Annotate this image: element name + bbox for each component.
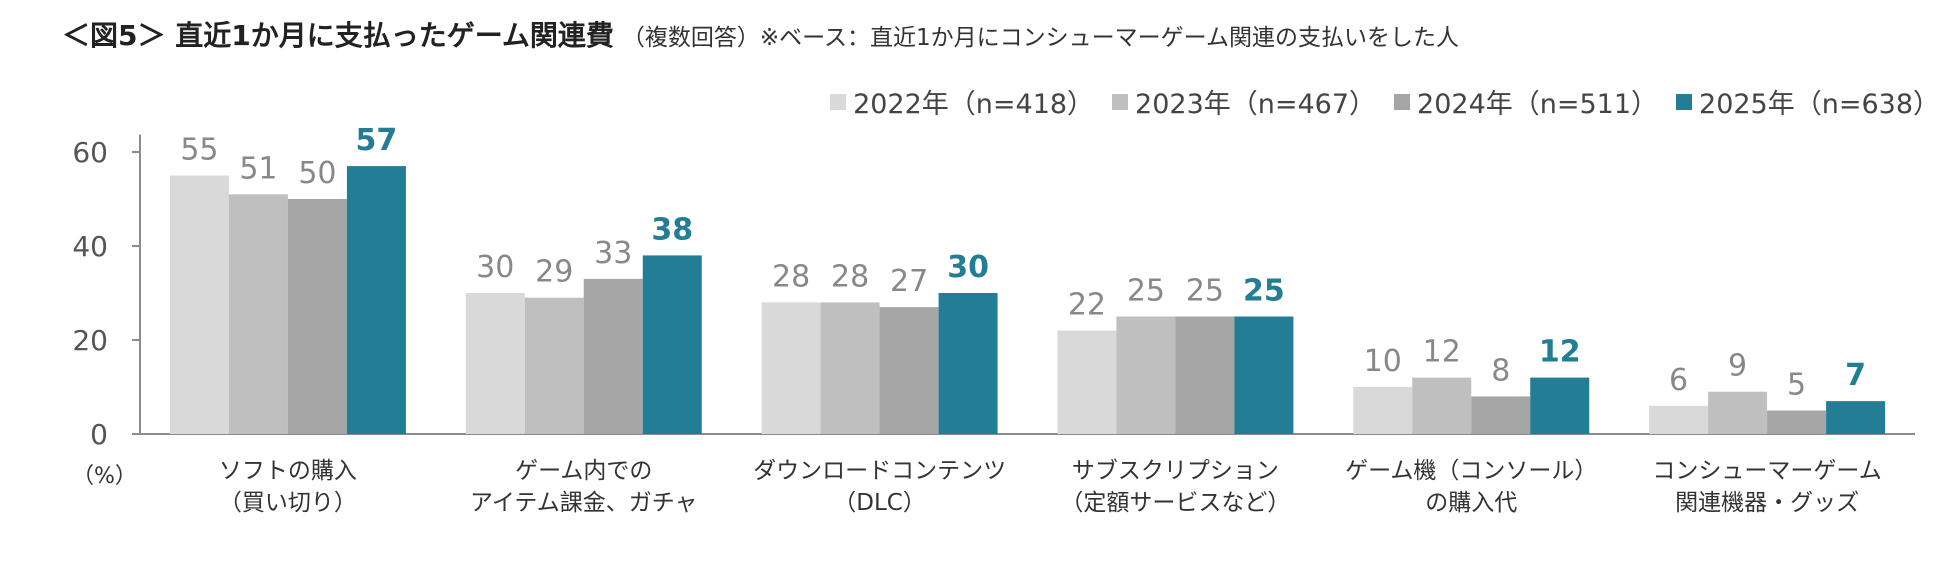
legend-swatch-2025 bbox=[1676, 93, 1693, 110]
data-label: 57 bbox=[356, 123, 398, 158]
bar bbox=[879, 307, 939, 434]
bar bbox=[169, 175, 229, 434]
bar bbox=[524, 297, 584, 434]
data-label: 50 bbox=[298, 156, 336, 191]
category-label: コンシューマーゲーム bbox=[1652, 458, 1881, 484]
data-label: 9 bbox=[1728, 349, 1747, 384]
legend-label-2025: 2025年（n=638） bbox=[1699, 89, 1940, 120]
legend-item-2022: 2022年（n=418） bbox=[830, 82, 1094, 121]
bar bbox=[1530, 377, 1590, 434]
legend-swatch-2024 bbox=[1394, 93, 1411, 110]
bar bbox=[1708, 391, 1768, 434]
category-label: の購入代 bbox=[1425, 490, 1517, 516]
category-label: ゲーム機（コンソール） bbox=[1345, 458, 1597, 484]
y-axis-unit-label: （%） bbox=[72, 464, 137, 489]
bar bbox=[1826, 401, 1886, 434]
data-label: 28 bbox=[831, 259, 869, 294]
data-label: 5 bbox=[1787, 368, 1806, 403]
data-label: 30 bbox=[947, 250, 989, 285]
category-label: ゲーム内での bbox=[515, 458, 652, 484]
bar bbox=[761, 302, 821, 434]
legend-item-2025: 2025年（n=638） bbox=[1676, 82, 1940, 121]
category-label: （定額サービスなど） bbox=[1060, 490, 1290, 516]
bar bbox=[642, 255, 702, 434]
y-tick-label: 0 bbox=[90, 418, 108, 451]
bar bbox=[1412, 377, 1472, 434]
data-label: 12 bbox=[1423, 335, 1461, 370]
data-label: 25 bbox=[1186, 274, 1224, 309]
data-label: 8 bbox=[1491, 353, 1510, 388]
category-label: 関連機器・グッズ bbox=[1675, 490, 1859, 516]
category-label: ソフトの購入 bbox=[219, 458, 357, 484]
data-label: 51 bbox=[239, 151, 277, 186]
bar bbox=[1234, 316, 1294, 434]
data-label: 28 bbox=[772, 259, 810, 294]
legend-label-2024: 2024年（n=511） bbox=[1417, 89, 1659, 120]
data-label: 22 bbox=[1068, 288, 1106, 323]
bar bbox=[1353, 387, 1413, 434]
legend-swatch-2023 bbox=[1112, 93, 1129, 110]
bar bbox=[820, 302, 880, 434]
data-label: 10 bbox=[1364, 344, 1402, 379]
chart-title: ＜図5＞ 直近1か月に支払ったゲーム関連費 （複数回答）※ベース：直近1か月にコン… bbox=[62, 14, 1459, 54]
legend-item-2023: 2023年（n=467） bbox=[1112, 82, 1376, 121]
data-label: 38 bbox=[651, 212, 693, 247]
bar bbox=[1649, 405, 1709, 434]
data-label: 30 bbox=[476, 250, 514, 285]
bar bbox=[287, 199, 347, 434]
bar bbox=[228, 194, 288, 434]
data-label: 12 bbox=[1539, 335, 1581, 370]
category-label: （買い切り） bbox=[219, 490, 357, 516]
data-label: 29 bbox=[535, 255, 573, 290]
bar bbox=[583, 278, 643, 434]
bar bbox=[1175, 316, 1235, 434]
category-label: アイテム課金、ガチャ bbox=[470, 490, 697, 516]
legend: 2022年（n=418） 2023年（n=467） 2024年（n=511） 2… bbox=[812, 82, 1940, 121]
data-label: 25 bbox=[1243, 274, 1285, 309]
bar bbox=[1116, 316, 1176, 434]
category-label: サブスクリプション bbox=[1072, 458, 1279, 484]
category-label: ダウンロードコンテンツ bbox=[753, 458, 1006, 484]
category-label: （DLC） bbox=[833, 490, 926, 516]
bar bbox=[1471, 396, 1531, 434]
bar bbox=[1057, 330, 1117, 434]
data-label: 27 bbox=[890, 264, 928, 299]
bar bbox=[938, 293, 998, 434]
legend-label-2022: 2022年（n=418） bbox=[853, 89, 1095, 120]
legend-item-2024: 2024年（n=511） bbox=[1394, 82, 1658, 121]
chart-title-main: ＜図5＞ 直近1か月に支払ったゲーム関連費 bbox=[62, 19, 614, 52]
chart-title-sub: （複数回答）※ベース：直近1か月にコンシューマーゲーム関連の支払いをした人 bbox=[621, 25, 1459, 51]
data-label: 55 bbox=[180, 133, 218, 168]
y-tick-label: 60 bbox=[72, 136, 108, 169]
data-label: 33 bbox=[594, 236, 632, 271]
legend-label-2023: 2023年（n=467） bbox=[1135, 89, 1377, 120]
data-label: 7 bbox=[1845, 358, 1866, 393]
y-tick-label: 40 bbox=[72, 230, 108, 263]
bar bbox=[465, 293, 525, 434]
data-label: 25 bbox=[1127, 274, 1165, 309]
legend-swatch-2022 bbox=[830, 93, 847, 110]
bar bbox=[1767, 410, 1827, 434]
y-tick-label: 20 bbox=[72, 324, 108, 357]
data-label: 6 bbox=[1669, 363, 1688, 398]
bar bbox=[346, 166, 406, 434]
